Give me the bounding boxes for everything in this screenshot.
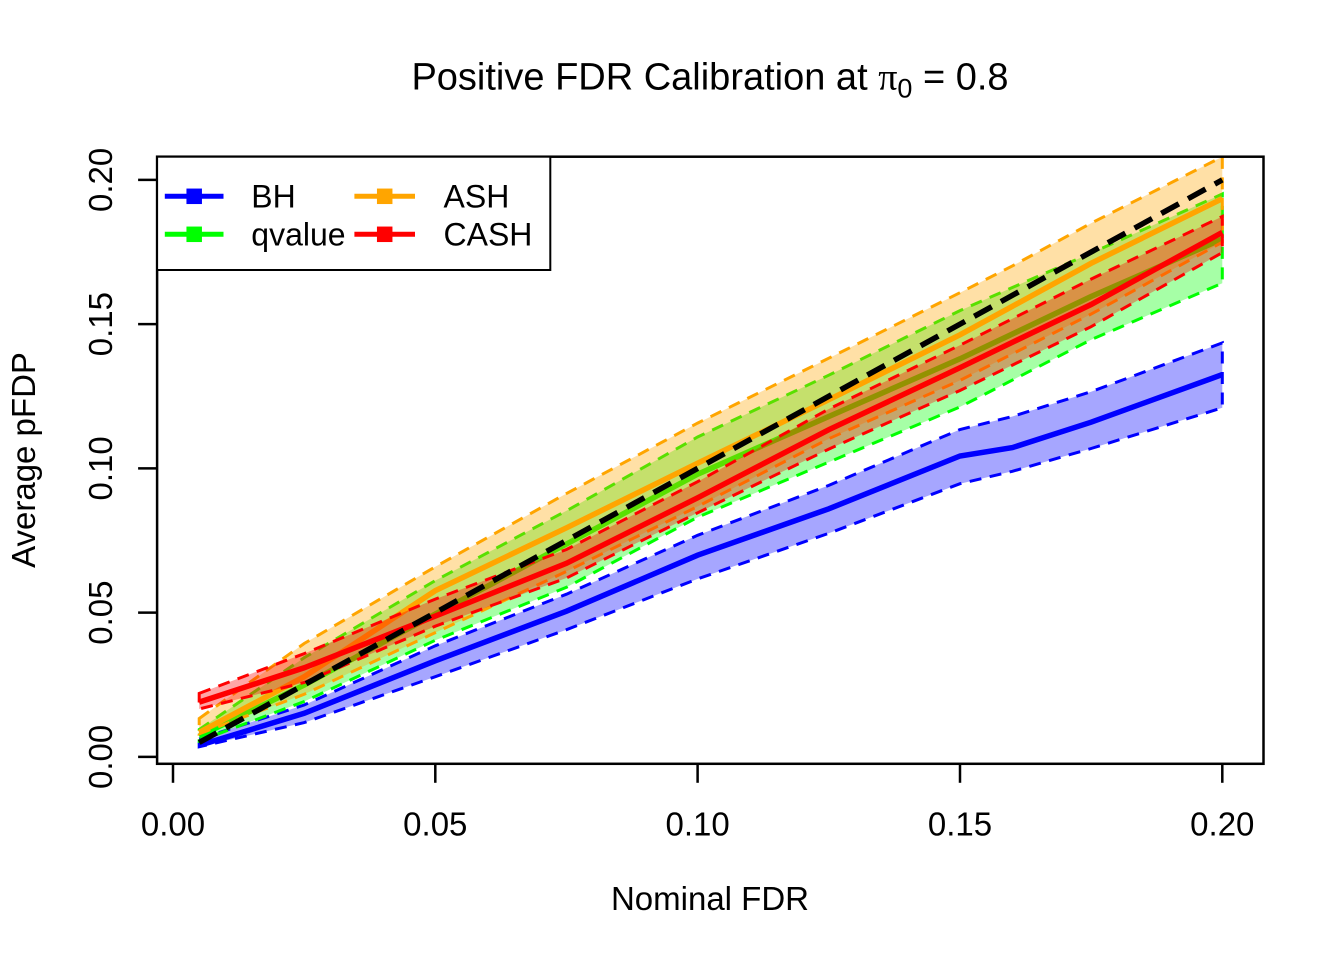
svg-text:0.05: 0.05 [403, 806, 467, 843]
svg-text:BH: BH [251, 178, 295, 214]
svg-text:0.00: 0.00 [141, 806, 205, 843]
svg-text:ASH: ASH [444, 178, 510, 214]
svg-text:CASH: CASH [444, 216, 533, 252]
svg-text:0.05: 0.05 [82, 580, 119, 644]
svg-text:0.20: 0.20 [1190, 806, 1254, 843]
svg-text:Average pFDP: Average pFDP [5, 352, 42, 568]
svg-text:0.00: 0.00 [82, 725, 119, 789]
svg-text:0.20: 0.20 [82, 148, 119, 212]
svg-text:Positive FDR Calibration at π0: Positive FDR Calibration at π0 = 0.8 [411, 57, 1008, 104]
svg-text:0.15: 0.15 [82, 292, 119, 356]
svg-text:Nominal FDR: Nominal FDR [611, 880, 809, 917]
svg-text:qvalue: qvalue [251, 216, 345, 252]
svg-text:0.10: 0.10 [665, 806, 729, 843]
svg-text:0.10: 0.10 [82, 436, 119, 500]
svg-text:0.15: 0.15 [928, 806, 992, 843]
